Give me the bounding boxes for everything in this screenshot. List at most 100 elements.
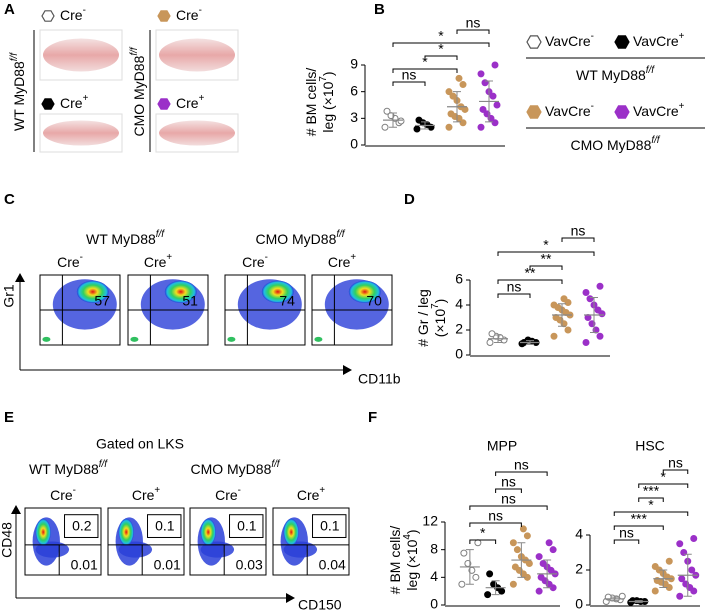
data-point	[651, 563, 659, 570]
significance-label: *	[543, 237, 549, 253]
superscript: 7	[430, 303, 441, 308]
density-core	[76, 280, 109, 303]
text-part: D	[404, 191, 415, 208]
cre-header: Cre+	[132, 485, 161, 503]
genotype-key: Cre-	[60, 5, 86, 23]
data-point	[413, 125, 421, 133]
cre-header: Cre-	[50, 485, 76, 503]
density-low	[227, 336, 236, 342]
data-point	[535, 587, 543, 595]
data-point	[459, 81, 467, 89]
error-bar	[389, 112, 397, 128]
y-tick-label: 4	[455, 296, 463, 312]
significance-label: ns	[514, 457, 529, 473]
axis-label: CD48	[0, 522, 15, 558]
text-part: B	[374, 1, 385, 18]
hexagon-icon	[41, 98, 55, 110]
significance-bracket	[456, 29, 490, 34]
data-point	[488, 330, 496, 338]
superscript: -	[238, 485, 241, 496]
significance-bracket	[529, 265, 563, 270]
genotype-header: CMO MyD88f/f	[255, 229, 345, 247]
data-point	[678, 575, 686, 583]
data-point	[458, 580, 466, 588]
text-part: # Gr / leg	[415, 289, 431, 347]
data-point	[545, 539, 553, 547]
data-point	[560, 295, 568, 303]
significance-label: ns	[488, 508, 503, 524]
significance-bracket	[497, 293, 531, 298]
significance-label: **	[541, 251, 552, 267]
y-axis-label: (×107)	[430, 299, 448, 338]
density-core	[283, 518, 299, 546]
superscript: f/f	[99, 459, 108, 470]
data-point	[486, 570, 494, 578]
data-point	[477, 70, 485, 78]
superscript: f/f	[651, 135, 660, 146]
gate-percent: 57	[94, 292, 110, 308]
text-part: VavCre	[633, 103, 679, 119]
text-part: Cre	[50, 487, 73, 503]
text-part: )	[432, 299, 448, 304]
chart-title: HSC	[635, 438, 665, 454]
superscript: -	[80, 252, 83, 263]
significance-bracket	[662, 469, 689, 474]
data-point	[651, 587, 659, 595]
error-bar	[634, 600, 643, 603]
axis-label: CD150	[298, 597, 342, 613]
data-point	[509, 580, 517, 588]
significance-bracket	[392, 42, 490, 47]
superscript: +	[350, 252, 356, 263]
significance-label: ns	[619, 525, 634, 541]
y-tick-label: 0	[455, 346, 463, 362]
data-point	[535, 553, 543, 561]
text-part: Cre	[57, 254, 80, 270]
genotype-header: CMO MyD88f/f	[190, 459, 280, 477]
paw	[159, 38, 235, 72]
superscript: +	[83, 93, 89, 104]
text-part: Cre	[176, 95, 199, 111]
legend-entry: VavCre-	[545, 101, 594, 119]
data-point	[477, 123, 485, 131]
gate-box	[64, 514, 99, 538]
data-point	[519, 525, 527, 533]
superscript: +	[199, 93, 205, 104]
paw	[43, 120, 119, 146]
data-point	[383, 107, 391, 115]
gate-percent: 0.01	[154, 556, 181, 572]
paw	[159, 120, 235, 146]
text-part: WT MyD88	[86, 231, 156, 247]
data-point	[594, 306, 602, 314]
significance-bracket	[469, 522, 522, 527]
superscript: +	[319, 485, 325, 496]
data-point	[537, 573, 545, 581]
data-point	[491, 119, 499, 127]
data-point	[493, 101, 501, 109]
chart-title: MPP	[487, 438, 517, 454]
panel-label: C	[4, 191, 15, 208]
error-bar	[453, 91, 461, 123]
text-part: CMO MyD88	[131, 55, 147, 136]
density-scatter	[283, 541, 318, 558]
data-point	[596, 332, 604, 340]
gating-title: Gated on LKS	[96, 436, 184, 452]
data-point	[486, 339, 494, 346]
text-part: C	[4, 191, 15, 208]
text-part: # BM cells/	[387, 526, 403, 595]
cre-header: Cre-	[57, 252, 83, 270]
text-part: Cre	[297, 487, 320, 503]
significance-bracket	[613, 539, 640, 544]
data-point	[479, 105, 487, 113]
superscript: f/f	[336, 229, 345, 240]
error-bar	[491, 580, 500, 596]
text-part: )	[404, 529, 420, 534]
gate-box	[229, 514, 264, 538]
significance-bracket	[495, 471, 548, 476]
paw	[43, 38, 119, 72]
data-point	[539, 560, 547, 567]
text-part: F	[368, 409, 377, 426]
genotype-key: Cre-	[176, 5, 202, 23]
significance-label: *	[422, 54, 428, 70]
text-part: WT MyD88	[11, 61, 27, 131]
